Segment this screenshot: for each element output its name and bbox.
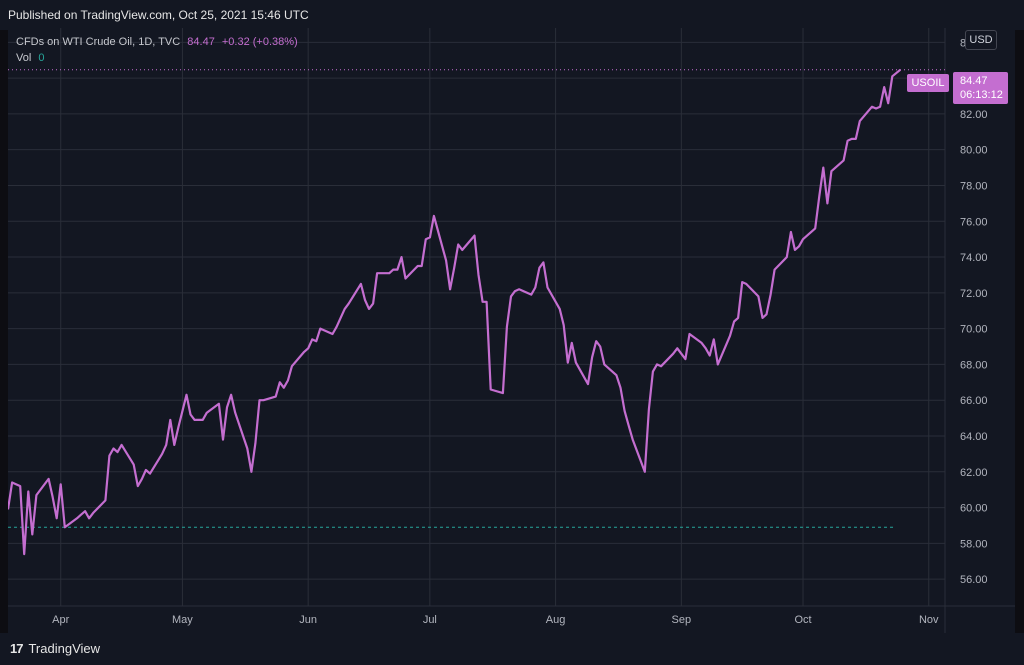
y-tick-label: 76.00 [960,216,988,228]
y-tick-label: 82.00 [960,109,988,121]
legend-change: +0.32 (+0.38%) [221,36,298,48]
y-tick-label: 62.00 [960,467,988,479]
tradingview-logo-icon: 17 [10,641,24,656]
footer-bar: 17 TradingView [0,633,1024,665]
x-tick-label: Sep [672,614,692,626]
current-price-value: 84.47 [960,75,988,87]
legend-volume-label[interactable]: Vol [16,52,32,64]
x-tick-label: Nov [919,614,939,626]
x-tick-label: Jul [423,614,437,626]
legend-symbol[interactable]: CFDs on WTI Crude Oil, 1D, TVC [16,36,181,48]
y-tick-label: 70.00 [960,324,988,336]
chart-panel[interactable]: 86.0084.0082.0080.0078.0076.0074.0072.00… [8,28,1015,633]
y-tick-label: 74.00 [960,252,988,264]
y-tick-label: 72.00 [960,288,988,300]
published-label: Published on TradingView.com, Oct 25, 20… [8,8,309,22]
y-tick-label: 78.00 [960,180,988,192]
currency-badge[interactable]: USD [965,30,997,50]
price-series-line [8,68,902,556]
bar-countdown: 06:13:12 [960,89,1003,101]
y-tick-label: 68.00 [960,359,988,371]
y-tick-label: 80.00 [960,145,988,157]
legend-volume-value: 0 [38,52,45,64]
brand-name: TradingView [28,641,101,656]
x-tick-label: Oct [794,614,811,626]
chart-legend: CFDs on WTI Crude Oil, 1D, TVC 84.47 +0.… [16,34,298,66]
header-bar: Published on TradingView.com, Oct 25, 20… [0,0,1024,30]
y-tick-label: 58.00 [960,538,988,550]
ticker-tag: USOIL [907,74,949,92]
x-tick-label: Apr [52,614,69,626]
current-price-tag: 84.47 06:13:12 [953,72,1008,104]
tradingview-logo[interactable]: 17 TradingView [10,641,100,656]
y-tick-label: 56.00 [960,574,988,586]
x-tick-label: Aug [546,614,566,626]
y-tick-label: 66.00 [960,395,988,407]
x-tick-label: Jun [299,614,317,626]
price-chart[interactable]: 86.0084.0082.0080.0078.0076.0074.0072.00… [8,28,1015,633]
legend-last-price: 84.47 [187,36,215,48]
x-tick-label: May [172,614,193,626]
y-tick-label: 60.00 [960,503,988,515]
y-tick-label: 64.00 [960,431,988,443]
